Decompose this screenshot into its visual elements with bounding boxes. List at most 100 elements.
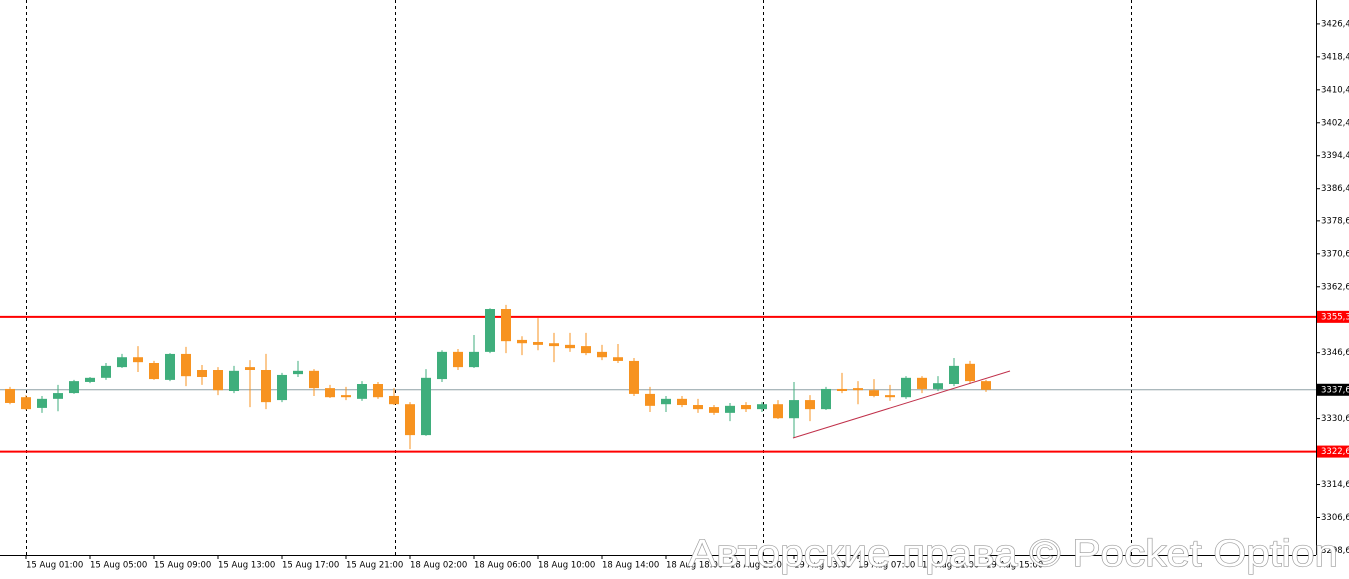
price-tag: [1317, 445, 1349, 458]
x-tick-label: 15 Aug 17:00: [282, 561, 339, 571]
x-axis-ticks: 15 Aug 01:00 15 Aug 05:00 15 Aug 09:00 15 A…: [25, 555, 1043, 571]
candle-body: [837, 388, 847, 392]
price-tags: 3355,3 3322,6 3337,6: [1317, 310, 1349, 458]
y-tick-label: 3330,6: [1321, 414, 1349, 424]
x-tick-label: 19 Aug 11:00: [922, 561, 979, 571]
candle-body: [885, 395, 895, 398]
trend-line: [792, 370, 1011, 439]
candle-body: [661, 398, 671, 405]
x-tick-label: 18 Aug 10:00: [538, 561, 595, 571]
y-tick-label: 3370,6: [1321, 249, 1349, 259]
candle-body: [565, 344, 575, 349]
y-tick-label: 3386,4: [1321, 184, 1349, 194]
price-tag-label: 3322,6: [1321, 447, 1349, 457]
candle-body: [213, 370, 223, 391]
candle-body: [309, 370, 319, 389]
y-tick-label: 3314,6: [1321, 480, 1349, 490]
candle-body: [709, 407, 719, 413]
price-tag: [1317, 310, 1349, 323]
x-tick-label: 18 Aug 22:00: [730, 561, 787, 571]
y-tick-label: 3426,4: [1321, 19, 1349, 29]
candle-body: [789, 400, 799, 419]
x-tick-label: 18 Aug 18:00: [666, 561, 723, 571]
candle-body: [821, 388, 831, 410]
candle-body: [533, 341, 543, 345]
candle-body: [981, 381, 991, 390]
candle-body: [853, 388, 863, 391]
candle-body: [261, 370, 271, 403]
y-axis-ticks: 3426,4 3418,4 3410,4 3402,4 3394,4 3386,4 3378…: [1316, 19, 1349, 556]
candle-body: [341, 395, 351, 398]
x-tick-label: 18 Aug 02:00: [410, 561, 467, 571]
watermark: Авторские права © Pocket Option: [688, 533, 1338, 575]
candle-body: [277, 374, 287, 401]
candle-body: [245, 367, 255, 370]
candle-body: [373, 384, 383, 398]
candle-body: [677, 398, 687, 406]
price-tag-label: 3337,6: [1321, 385, 1349, 395]
candle-body: [421, 377, 431, 436]
y-tick-label: 3362,6: [1321, 282, 1349, 292]
candle-body: [293, 370, 303, 375]
y-tick-label: 3402,4: [1321, 118, 1349, 128]
candle-body: [949, 365, 959, 385]
candle-body: [149, 362, 159, 380]
y-tick-label: 3394,4: [1321, 151, 1349, 161]
candle-body: [325, 388, 335, 398]
candle-body: [469, 351, 479, 368]
x-tick-label: 15 Aug 09:00: [154, 561, 211, 571]
x-tick-label: 15 Aug 05:00: [90, 561, 147, 571]
candle-body: [197, 370, 207, 378]
candle-body: [485, 309, 495, 352]
candle-body: [69, 381, 79, 394]
x-tick-label: 15 Aug 01:00: [26, 561, 83, 571]
x-tick-label: 19 Aug 03:00: [794, 561, 851, 571]
candle-body: [645, 393, 655, 406]
y-tick-label: 3378,6: [1321, 216, 1349, 226]
candle-body: [773, 404, 783, 419]
candle-body: [501, 309, 511, 342]
day-separators: [26, 0, 1132, 555]
y-tick-label: 3306,6: [1321, 513, 1349, 523]
candle-body: [117, 357, 127, 368]
candle-body: [181, 353, 191, 377]
candle-body: [405, 404, 415, 436]
candle-body: [517, 339, 527, 344]
candle-body: [165, 353, 175, 380]
x-tick-label: 19 Aug 07:00: [858, 561, 915, 571]
x-tick-label: 19 Aug 15:00: [986, 561, 1043, 571]
candle-body: [5, 388, 15, 403]
candle-body: [437, 351, 447, 380]
candle-body: [965, 363, 975, 382]
candle-body: [757, 404, 767, 410]
candle-body: [901, 377, 911, 398]
candle-body: [741, 405, 751, 410]
candle-body: [869, 390, 879, 396]
candle-body: [693, 405, 703, 410]
candle-body: [549, 343, 559, 347]
candle-body: [101, 365, 111, 378]
candle-body: [917, 377, 927, 389]
candle-body: [613, 357, 623, 361]
y-tick-label: 3418,4: [1321, 52, 1349, 62]
y-tick-label: 3410,4: [1321, 85, 1349, 95]
candle-body: [933, 383, 943, 389]
y-tick-label: 3298,6: [1321, 546, 1349, 556]
candle-body: [53, 393, 63, 399]
price-tag: [1317, 383, 1349, 396]
candle-body: [597, 351, 607, 358]
candle-body: [357, 384, 367, 399]
candle-body: [725, 405, 735, 413]
x-tick-label: 18 Aug 06:00: [474, 561, 531, 571]
x-tick-label: 18 Aug 14:00: [602, 561, 659, 571]
candle-body: [805, 400, 815, 410]
candle-body: [581, 346, 591, 354]
candle-body: [133, 357, 143, 363]
price-tag-label: 3355,3: [1321, 312, 1349, 322]
x-tick-label: 15 Aug 13:00: [218, 561, 275, 571]
y-tick-label: 3346,6: [1321, 348, 1349, 358]
candle-body: [453, 351, 463, 368]
candle-body: [21, 397, 31, 410]
